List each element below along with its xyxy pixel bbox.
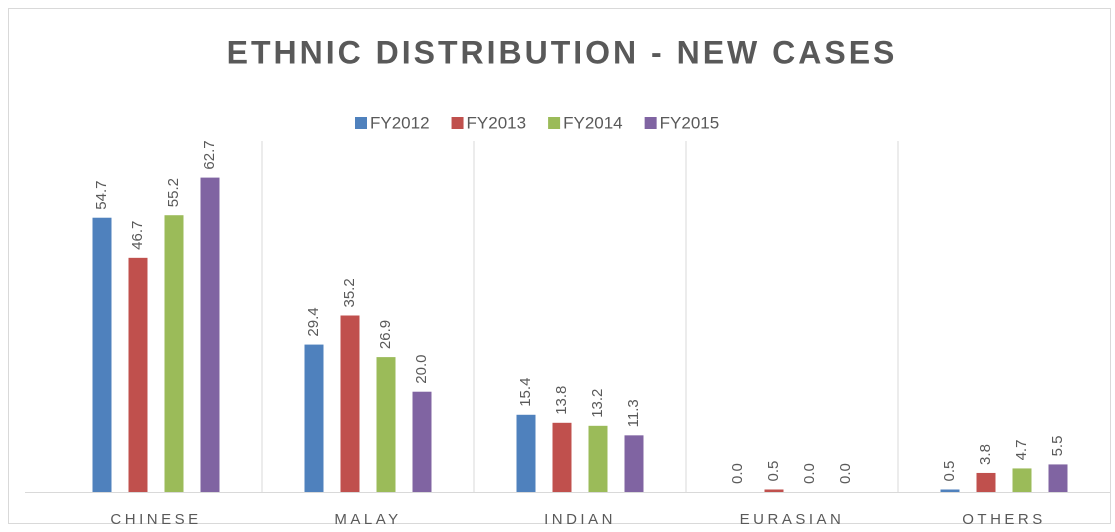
data-label: 55.2 xyxy=(165,178,182,207)
data-label: 29.4 xyxy=(305,307,322,336)
legend-label: FY2013 xyxy=(467,113,527,132)
data-label: 11.3 xyxy=(625,399,642,427)
x-tick-label: MALAY xyxy=(334,511,401,528)
data-label: 46.7 xyxy=(129,221,146,250)
data-label: 13.2 xyxy=(589,389,606,418)
x-tick-label: INDIAN xyxy=(544,511,616,528)
legend-label: FY2012 xyxy=(370,113,430,132)
bar xyxy=(412,391,432,492)
bar xyxy=(976,472,996,492)
data-label: 0.5 xyxy=(765,461,782,482)
bar xyxy=(304,344,324,492)
data-label: 5.5 xyxy=(1049,436,1066,457)
bar xyxy=(376,357,396,492)
bar xyxy=(1012,468,1032,492)
data-label: 0.0 xyxy=(729,463,746,484)
bar xyxy=(764,489,784,492)
data-label: 15.4 xyxy=(517,378,534,407)
data-label: 13.8 xyxy=(553,386,570,415)
bar xyxy=(200,177,220,492)
data-label: 0.0 xyxy=(837,463,854,484)
bar xyxy=(164,215,184,492)
bar xyxy=(552,422,572,492)
data-label: 35.2 xyxy=(341,278,358,307)
legend-swatch xyxy=(644,117,657,129)
data-label: 4.7 xyxy=(1013,440,1030,461)
bar xyxy=(1048,464,1068,492)
x-tick-label: OTHERS xyxy=(962,511,1046,528)
bar xyxy=(624,435,644,492)
data-label: 20.0 xyxy=(413,355,430,384)
x-tick-label: CHINESE xyxy=(110,511,201,528)
bar xyxy=(128,257,148,492)
legend-swatch xyxy=(548,117,561,129)
bar xyxy=(940,489,960,492)
legend-swatch xyxy=(355,117,367,129)
legend-swatch xyxy=(451,117,464,129)
chart-title: ETHNIC DISTRIBUTION - NEW CASES xyxy=(227,34,898,70)
data-label: 26.9 xyxy=(377,320,394,349)
data-label: 62.7 xyxy=(201,140,218,169)
bar xyxy=(516,414,536,492)
bar xyxy=(588,425,608,492)
bar xyxy=(92,217,112,492)
data-label: 0.0 xyxy=(801,463,818,484)
data-label: 3.8 xyxy=(977,444,994,465)
legend-label: FY2014 xyxy=(563,113,623,132)
x-tick-label: EURASIAN xyxy=(740,511,845,528)
data-label: 54.7 xyxy=(93,181,110,210)
bar xyxy=(340,315,360,492)
legend-label: FY2015 xyxy=(660,113,720,132)
data-label: 0.5 xyxy=(941,461,958,482)
